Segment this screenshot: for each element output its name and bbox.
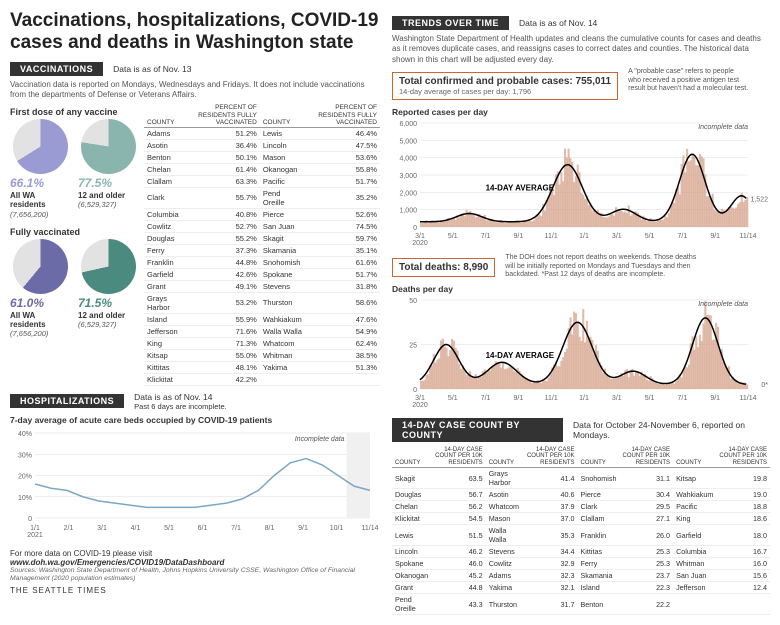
svg-text:2020: 2020 — [412, 402, 428, 407]
svg-text:1,522: 1,522 — [750, 197, 768, 204]
svg-text:8/1: 8/1 — [265, 525, 275, 532]
fully-hdr: Fully vaccinated — [10, 227, 138, 237]
svg-text:2/1: 2/1 — [64, 525, 74, 532]
svg-text:14-DAY AVERAGE: 14-DAY AVERAGE — [486, 351, 555, 360]
svg-text:3/1: 3/1 — [97, 525, 107, 532]
svg-text:1/1: 1/1 — [579, 233, 589, 240]
svg-text:9/1: 9/1 — [514, 233, 524, 240]
svg-text:0*: 0* — [761, 382, 768, 389]
svg-text:0: 0 — [413, 225, 417, 232]
hosp-hdr: HOSPITALIZATIONS — [10, 394, 124, 408]
svg-text:7/1: 7/1 — [481, 233, 491, 240]
svg-text:10/1: 10/1 — [330, 525, 344, 532]
svg-text:0: 0 — [413, 387, 417, 394]
pie-first_all: 66.1%All WA residents(7,656,200) — [10, 119, 70, 219]
svg-text:6/1: 6/1 — [198, 525, 208, 532]
svg-text:14-DAY AVERAGE: 14-DAY AVERAGE — [486, 184, 555, 193]
svg-text:9/1: 9/1 — [710, 233, 720, 240]
svg-text:5/1: 5/1 — [164, 525, 174, 532]
vacc-table: COUNTYPERCENT OF RESIDENTS FULLY VACCINA… — [144, 103, 380, 385]
svg-text:1/1: 1/1 — [30, 525, 40, 532]
hosp-chart: 0 10% 20% 30% 40% Incomplete data 1/1 2/1 3/1 4/1… — [10, 428, 380, 541]
svg-text:Incomplete data: Incomplete data — [698, 124, 748, 131]
svg-text:2,000: 2,000 — [399, 191, 417, 198]
cases-callout: Total confirmed and probable cases: 755,… — [392, 72, 618, 100]
svg-text:11/1: 11/1 — [545, 395, 558, 402]
pie-fully_12: 71.5%12 and older(6,529,327) — [78, 239, 138, 339]
svg-text:5,000: 5,000 — [399, 139, 417, 146]
cases-chart: 0 1,000 2,000 3,000 4,000 5,000 6,000 14-DAY AV… — [392, 120, 770, 248]
deaths-sidenote: The DOH does not report deaths on weeken… — [505, 254, 705, 279]
svg-text:3/1: 3/1 — [612, 233, 622, 240]
svg-text:Incomplete data: Incomplete data — [698, 301, 748, 308]
svg-text:2020: 2020 — [412, 240, 428, 245]
deaths-chart: 0 25 50 14-DAY AVERAGE 0* Incomplete data 3/1 5… — [392, 297, 770, 410]
vacc-date: Data is as of Nov. 13 — [113, 64, 191, 74]
svg-text:4,000: 4,000 — [399, 156, 417, 163]
svg-text:7/1: 7/1 — [678, 395, 688, 402]
county-hdr: 14-DAY CASE COUNT BY COUNTY — [392, 418, 563, 442]
cases-title: Reported cases per day — [392, 107, 770, 117]
svg-text:25: 25 — [409, 343, 417, 350]
svg-text:5/1: 5/1 — [645, 395, 655, 402]
page-title: Vaccinations, hospitalizations, COVID-19… — [10, 10, 380, 54]
county-table: COUNTY14-DAY CASE COUNT PER 10K RESIDENT… — [392, 446, 770, 615]
svg-text:3/1: 3/1 — [612, 395, 622, 402]
svg-text:2021: 2021 — [27, 532, 43, 538]
svg-text:7/1: 7/1 — [678, 233, 688, 240]
svg-text:11/14: 11/14 — [362, 525, 379, 532]
footer-more: For more data on COVID-19 please visitww… — [10, 549, 380, 567]
svg-text:50: 50 — [409, 298, 417, 305]
trends-hdr: TRENDS OVER TIME — [392, 16, 509, 30]
svg-text:4/1: 4/1 — [131, 525, 141, 532]
deaths-callout: Total deaths: 8,990 — [392, 258, 495, 277]
svg-text:0: 0 — [28, 516, 32, 523]
svg-text:7/1: 7/1 — [231, 525, 241, 532]
footer-brand: THE SEATTLE TIMES — [10, 586, 380, 595]
first-dose-hdr: First dose of any vaccine — [10, 107, 138, 117]
pie-fully_all: 61.0%All WA residents(7,656,200) — [10, 239, 70, 339]
vacc-note: Vaccination data is reported on Mondays,… — [10, 80, 380, 101]
svg-text:11/14: 11/14 — [740, 233, 757, 240]
svg-text:5/1: 5/1 — [448, 395, 458, 402]
svg-text:9/1: 9/1 — [514, 395, 524, 402]
svg-text:7/1: 7/1 — [481, 395, 491, 402]
svg-text:1,000: 1,000 — [399, 208, 417, 215]
svg-text:11/14: 11/14 — [740, 395, 757, 402]
vaccinations-hdr: VACCINATIONS — [10, 62, 103, 76]
svg-text:11/1: 11/1 — [545, 233, 558, 240]
hosp-date: Data is as of Nov. 14 — [134, 392, 227, 402]
svg-text:30%: 30% — [18, 452, 32, 459]
pie-first_12: 77.5%12 and older(6,529,327) — [78, 119, 138, 219]
svg-text:3,000: 3,000 — [399, 173, 417, 180]
svg-text:3/1: 3/1 — [415, 233, 425, 240]
svg-text:9/1: 9/1 — [298, 525, 308, 532]
svg-text:9/1: 9/1 — [710, 395, 720, 402]
cases-sidenote: A "probable case" refers to people who r… — [628, 68, 748, 93]
svg-text:10%: 10% — [18, 495, 32, 502]
svg-text:20%: 20% — [18, 473, 32, 480]
svg-text:5/1: 5/1 — [645, 233, 655, 240]
svg-text:5/1: 5/1 — [448, 233, 458, 240]
trends-note: Washington State Department of Health up… — [392, 34, 770, 65]
hosp-chart-title: 7-day average of acute care beds occupie… — [10, 415, 380, 425]
svg-text:6,000: 6,000 — [399, 121, 417, 128]
svg-text:40%: 40% — [18, 431, 32, 438]
svg-text:Incomplete data: Incomplete data — [295, 436, 345, 443]
trends-date: Data is as of Nov. 14 — [519, 18, 597, 28]
county-date: Data for October 24-November 6, reported… — [573, 420, 770, 440]
deaths-title: Deaths per day — [392, 284, 770, 294]
svg-text:1/1: 1/1 — [579, 395, 589, 402]
hosp-subnote: Past 6 days are incomplete. — [134, 402, 227, 411]
svg-text:3/1: 3/1 — [415, 395, 425, 402]
footer-src: Sources: Washington State Department of … — [10, 567, 380, 583]
